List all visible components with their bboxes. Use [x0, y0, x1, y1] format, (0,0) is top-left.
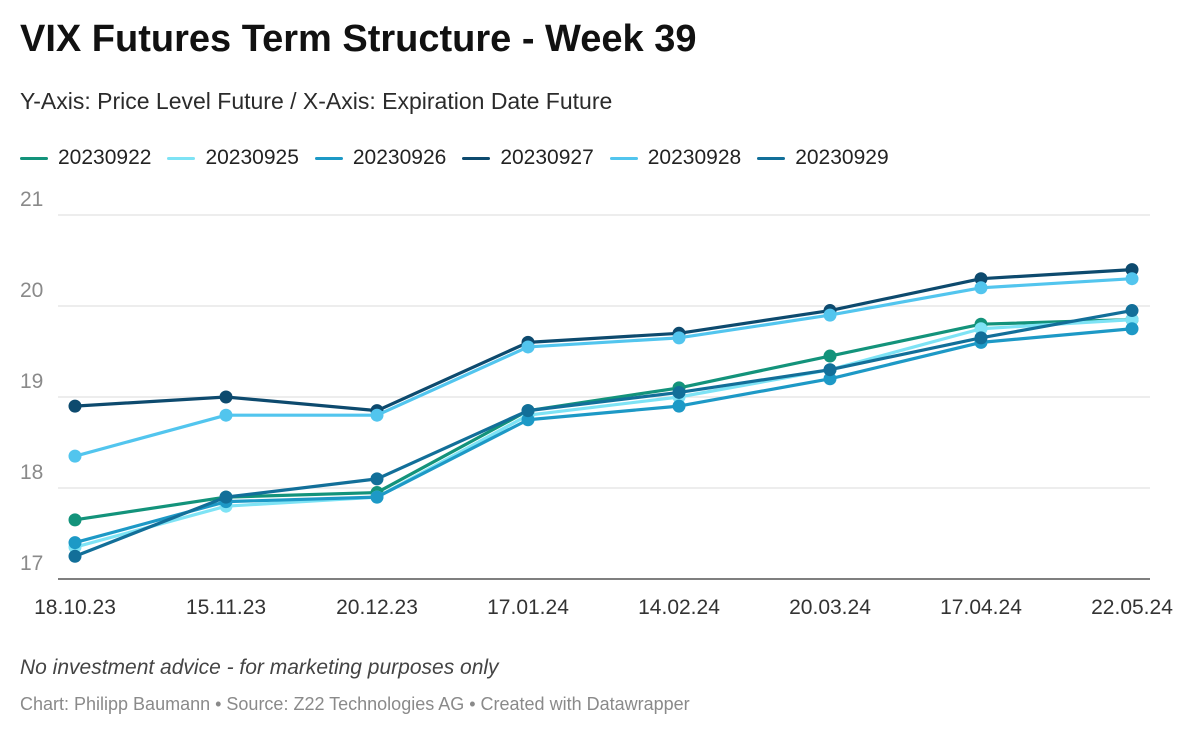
legend-label: 20230922 — [58, 146, 152, 169]
data-point — [521, 340, 535, 354]
x-tick-label: 15.11.23 — [186, 596, 266, 619]
credits-line: Chart: Philipp Baumann • Source: Z22 Tec… — [20, 694, 690, 714]
series-20230928 — [68, 272, 1139, 463]
data-point — [521, 404, 535, 418]
data-point — [68, 549, 82, 563]
legend-item: 20230927 — [462, 146, 594, 170]
legend-label: 20230929 — [795, 146, 889, 169]
legend-label: 20230927 — [500, 146, 594, 169]
data-point — [68, 536, 82, 550]
data-point — [1125, 263, 1139, 277]
series-line — [73, 277, 1134, 458]
y-axis-ticks: 17 18 19 20 21 — [20, 190, 43, 575]
series-line — [73, 267, 1134, 413]
chart-subtitle: Y-Axis: Price Level Future / X-Axis: Exp… — [20, 88, 613, 114]
y-tick-label: 19 — [20, 370, 43, 393]
data-point — [974, 272, 988, 286]
data-point — [370, 490, 384, 504]
data-point — [68, 399, 82, 413]
series-line — [73, 318, 1134, 549]
legend-swatch — [609, 156, 638, 160]
data-point — [219, 408, 233, 422]
data-point — [1125, 272, 1139, 286]
series-20230926 — [68, 322, 1139, 550]
x-tick-label: 20.12.23 — [336, 596, 418, 619]
legend-swatch — [462, 156, 491, 160]
data-point — [219, 390, 233, 404]
data-point — [672, 331, 686, 345]
data-point — [370, 472, 384, 486]
x-tick-label: 17.01.24 — [487, 596, 569, 619]
series-20230929 — [68, 304, 1139, 563]
data-point — [1125, 313, 1139, 327]
data-point — [219, 490, 233, 504]
x-tick-label: 22.05.24 — [1091, 596, 1173, 619]
legend-item: 20230922 — [20, 146, 151, 170]
data-point — [974, 331, 988, 345]
x-tick-label: 18.10.23 — [34, 596, 116, 619]
data-point — [1125, 322, 1139, 336]
data-point — [974, 281, 988, 295]
legend-label: 20230925 — [205, 146, 299, 169]
y-tick-label: 21 — [20, 190, 43, 211]
legend-swatch — [314, 156, 343, 160]
data-point — [672, 399, 686, 413]
series-line — [73, 308, 1134, 558]
data-point — [1125, 304, 1139, 318]
data-point — [370, 408, 384, 422]
legend-item: 20230926 — [314, 146, 447, 170]
line-chart: 17 18 19 20 21 18.10.23 15.11.23 20.12.23 17.01… — [20, 190, 1173, 619]
series-line — [73, 327, 1134, 545]
data-point — [68, 449, 82, 463]
series-group — [68, 263, 1139, 563]
chart-title: VIX Futures Term Structure - Week 39 — [20, 18, 697, 60]
legend-item: 20230928 — [609, 146, 742, 170]
legend-swatch — [757, 156, 786, 160]
legend-label: 20230926 — [352, 146, 447, 169]
legend-label: 20230928 — [647, 146, 742, 169]
x-tick-label: 20.03.24 — [789, 596, 871, 619]
x-axis-ticks: 18.10.23 15.11.23 20.12.23 17.01.24 14.02.24… — [34, 596, 1173, 619]
series-line — [73, 318, 1134, 522]
series-20230925 — [68, 313, 1139, 554]
y-tick-label: 18 — [20, 461, 43, 484]
data-point — [974, 322, 988, 336]
y-tick-label: 20 — [20, 279, 43, 302]
legend: 20230922 20230925 20230926 20230927 20230928… — [20, 146, 905, 170]
data-point — [521, 413, 535, 427]
legend-swatch — [20, 156, 48, 160]
data-point — [823, 372, 837, 386]
data-point — [672, 385, 686, 399]
data-point — [823, 349, 837, 363]
data-point — [823, 363, 837, 377]
legend-swatch — [167, 156, 196, 160]
x-tick-label: 17.04.24 — [940, 596, 1022, 619]
legend-item: 20230929 — [757, 146, 889, 170]
x-tick-label: 14.02.24 — [638, 596, 720, 619]
y-tick-label: 17 — [20, 552, 43, 575]
disclaimer-note: No investment advice - for marketing pur… — [20, 656, 499, 679]
data-point — [68, 513, 82, 527]
data-point — [823, 308, 837, 322]
legend-item: 20230925 — [167, 146, 299, 170]
